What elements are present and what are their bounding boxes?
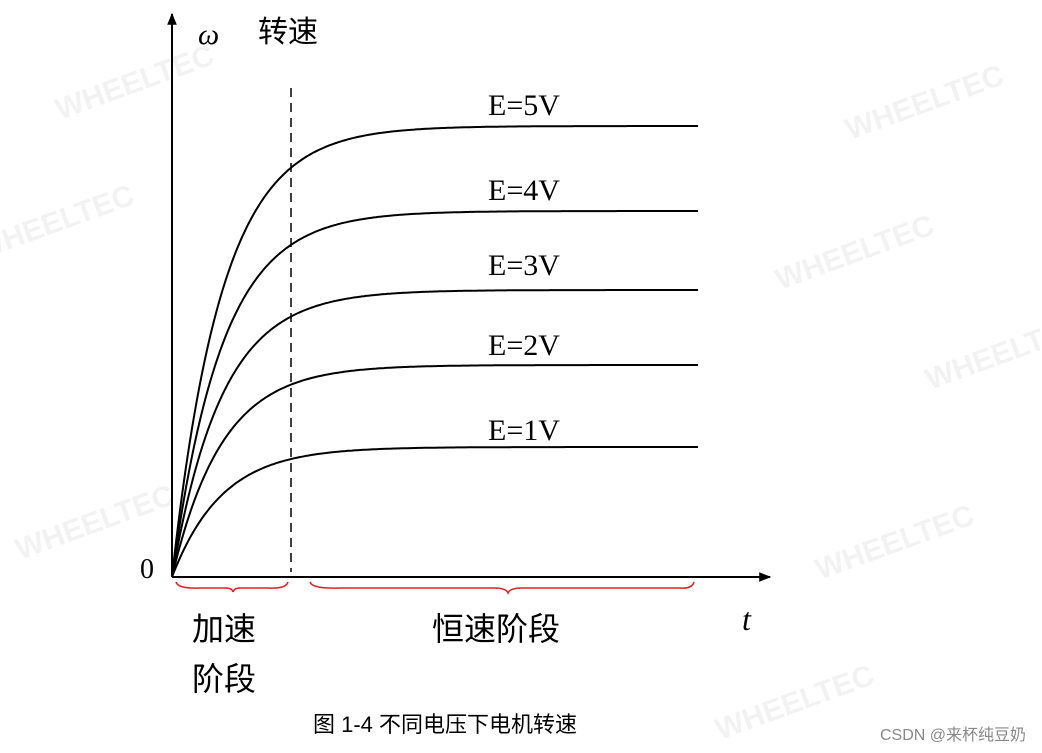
watermark: WHEELTEC — [0, 179, 138, 267]
speed-curve — [171, 364, 698, 578]
caption: 图 1-4 不同电压下电机转速 — [313, 712, 577, 737]
y-label: 转速 — [258, 16, 318, 49]
origin-label: 0 — [140, 554, 154, 585]
curve-label: E=2V — [488, 329, 560, 362]
phase-label: 恒速阶段 — [432, 611, 560, 647]
watermark: WHEELTEC — [921, 309, 1042, 397]
curve-label: E=1V — [488, 414, 560, 447]
watermark: WHEELTEC — [771, 209, 938, 297]
y-symbol: ω — [198, 18, 219, 51]
speed-curve — [171, 289, 698, 578]
watermark: WHEELTEC — [711, 659, 878, 747]
curve-label: E=3V — [488, 249, 560, 282]
phase-label: 阶段 — [192, 661, 256, 697]
watermark: WHEELTEC — [841, 59, 1008, 147]
curve-label: E=4V — [488, 174, 560, 207]
speed-curve — [171, 210, 698, 578]
speed-curve — [171, 446, 698, 578]
const-brace — [309, 581, 695, 596]
curves: E=5V E=4V E=3V E=2V E=1V — [171, 89, 698, 578]
credit: CSDN @来杯纯豆奶 — [880, 726, 1026, 744]
speed-curve — [171, 125, 698, 578]
watermark: WHEELTEC — [811, 499, 978, 587]
accel-brace — [175, 581, 289, 593]
phase-label: 加速 — [192, 611, 256, 647]
x-symbol: t — [742, 601, 752, 637]
curve-label: E=5V — [488, 89, 560, 122]
watermark: WHEELTEC — [51, 39, 218, 127]
